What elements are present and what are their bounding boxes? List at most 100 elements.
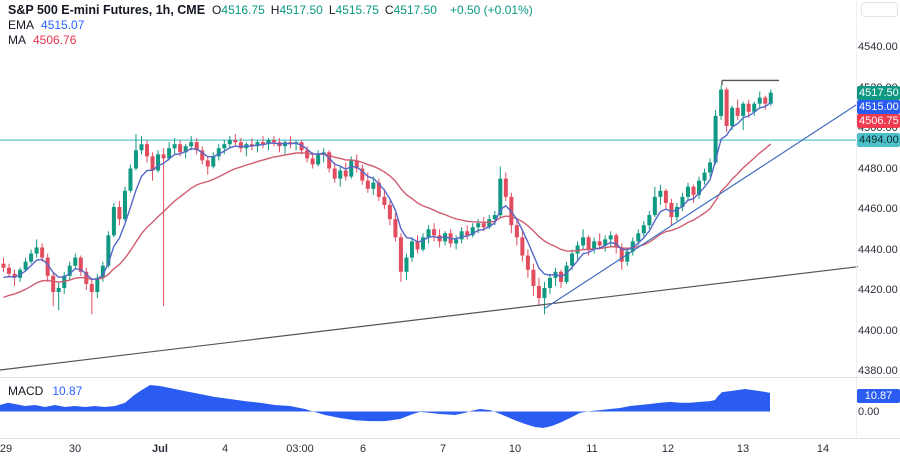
candle-body <box>647 215 652 226</box>
legend-ema-row[interactable]: EMA 4515.07 <box>8 18 533 33</box>
macd-legend[interactable]: MACD 10.87 <box>8 384 82 398</box>
price-badge: 4506.75 <box>857 113 900 128</box>
candle-body <box>238 142 243 149</box>
candle-body <box>211 156 216 167</box>
candle-body <box>746 103 751 112</box>
candle-body <box>426 229 431 238</box>
candle-body <box>271 140 276 143</box>
candle-body <box>470 227 475 236</box>
candle-body <box>713 115 718 163</box>
price-scale-chip[interactable] <box>861 2 898 17</box>
candle-body <box>327 152 332 169</box>
price-tick-label: 4460.00 <box>858 203 898 215</box>
candle-body <box>183 146 188 153</box>
candle-body <box>459 231 464 240</box>
time-tick-label: 12 <box>661 443 675 455</box>
candle-body <box>106 235 111 266</box>
candle-body <box>216 148 221 157</box>
candle-body <box>614 235 619 248</box>
candle-body <box>117 206 122 220</box>
candle-body <box>167 148 172 159</box>
candle-body <box>189 142 194 147</box>
time-tick-label: 6 <box>359 443 367 455</box>
candle-body <box>658 190 663 197</box>
candle-body <box>45 257 50 276</box>
trendline-lower[interactable] <box>0 266 859 371</box>
candle-body <box>260 142 265 145</box>
candle-body <box>685 186 690 197</box>
time-tick-label: 13 <box>736 443 750 455</box>
candle-body <box>376 182 381 197</box>
candle-body <box>266 140 271 145</box>
time-tick-label: 10 <box>508 443 522 455</box>
macd-label: MACD <box>8 384 44 398</box>
price-tick-label: 4440.00 <box>858 243 898 256</box>
price-axis-border <box>856 0 857 438</box>
candle-body <box>724 89 729 126</box>
candle-body <box>763 97 768 104</box>
candle-body <box>597 241 602 246</box>
candle-body <box>349 160 354 177</box>
candle-body <box>443 233 448 242</box>
legend-ma-row[interactable]: MA 4506.76 <box>8 33 533 48</box>
ma-label: MA <box>8 33 26 47</box>
ohlc-key: C <box>384 3 394 17</box>
trendline-upper[interactable] <box>544 103 859 309</box>
ohlc-key: H <box>270 3 280 17</box>
candle-body <box>205 160 210 167</box>
candle-body <box>360 168 365 181</box>
ma-line <box>3 143 772 299</box>
candle-body <box>194 142 199 151</box>
candles-group <box>1 85 773 315</box>
ema-line <box>3 101 772 281</box>
price-badge: 4515.00 <box>857 99 900 114</box>
candle-body <box>23 261 28 270</box>
candle-body <box>34 247 39 254</box>
candle-body <box>305 150 310 159</box>
candle-body <box>156 154 161 171</box>
ohlc-value: 4517.50 <box>393 3 437 17</box>
ohlc-value: 4517.50 <box>279 3 323 17</box>
candle-body <box>89 283 94 293</box>
candle-body <box>608 235 613 240</box>
legend-symbol-row[interactable]: S&P 500 E-mini Futures, 1h, CME O4516.75… <box>8 3 533 18</box>
candle-body <box>619 247 624 262</box>
candle-body <box>421 237 426 250</box>
candle-body <box>630 241 635 252</box>
candle-body <box>139 144 144 151</box>
ohlc-value: 4515.75 <box>335 3 379 17</box>
time-tick-label: 30 <box>68 443 82 455</box>
macd-area <box>0 385 770 428</box>
candle-body <box>404 257 409 272</box>
candle-body <box>29 253 34 262</box>
ohlc-values: O4516.75 H4517.50 L4515.75 C4517.50 <box>212 3 443 18</box>
candle-body <box>752 103 757 112</box>
candle-body <box>249 144 254 147</box>
candle-body <box>575 245 580 254</box>
candle-body <box>122 190 127 220</box>
candle-body <box>531 269 536 286</box>
candle-body <box>498 178 503 216</box>
price-tick-label: 4540.00 <box>858 41 898 53</box>
candle-body <box>145 144 150 157</box>
candle-body <box>365 180 370 189</box>
chart-legend: S&P 500 E-mini Futures, 1h, CME O4516.75… <box>8 3 533 48</box>
candle-body <box>56 287 61 293</box>
candle-body <box>95 277 100 293</box>
time-tick-label: Jul <box>152 443 168 455</box>
ohlc-key: O <box>212 3 222 17</box>
candle-body <box>592 241 597 250</box>
candle-body <box>768 92 773 104</box>
candle-body <box>503 178 508 197</box>
candle-body <box>100 265 105 278</box>
candle-body <box>150 156 155 171</box>
time-tick-label: 14 <box>816 443 830 455</box>
candle-body <box>111 206 116 236</box>
macd-value-badge: 10.87 <box>857 388 900 403</box>
candle-body <box>487 219 492 228</box>
candle-body <box>520 237 525 256</box>
candle-body <box>697 180 702 195</box>
pane-divider[interactable] <box>0 377 900 378</box>
